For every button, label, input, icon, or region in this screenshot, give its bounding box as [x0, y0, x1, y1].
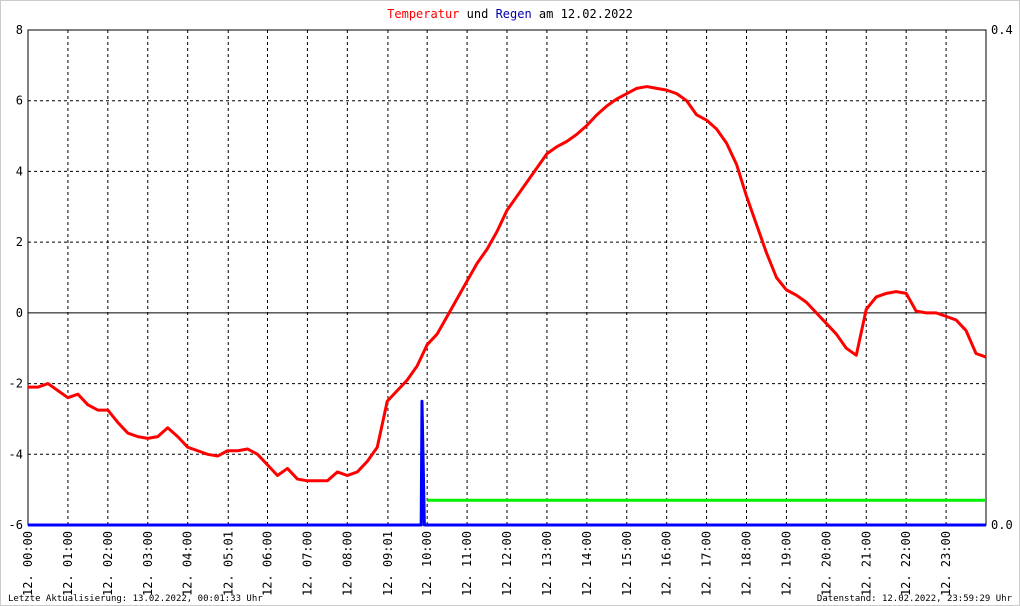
y2-tick-label: 0.0 [991, 518, 1013, 532]
x-tick-label: 12. 09:01 [381, 531, 395, 596]
y2-tick-label: 0.4 [991, 23, 1013, 37]
x-tick-label: 12. 20:00 [819, 531, 833, 596]
x-tick-label: 12. 10:00 [420, 531, 434, 596]
x-tick-label: 12. 07:00 [300, 531, 314, 596]
title-date: am 12.02.2022 [539, 7, 633, 21]
x-tick-label: 12. 11:00 [460, 531, 474, 596]
x-tick-label: 12. 02:00 [101, 531, 115, 596]
x-tick-label: 12. 17:00 [700, 531, 714, 596]
chart-title: Temperatur und Regen am 12.02.2022 [387, 7, 633, 21]
x-tick-label: 12. 23:00 [939, 531, 953, 596]
footer-right: Datenstand: 12.02.2022, 23:59:29 Uhr [817, 594, 1013, 604]
x-tick-label: 12. 22:00 [899, 531, 913, 596]
y-tick-label: -4 [9, 447, 23, 461]
y-tick-label: 4 [16, 164, 23, 178]
title-temp: Temperatur [387, 7, 459, 21]
x-tick-label: 12. 16:00 [660, 531, 674, 596]
y-tick-label: -6 [9, 518, 23, 532]
x-tick-label: 12. 08:00 [340, 531, 354, 596]
x-tick-label: 12. 01:00 [61, 531, 75, 596]
title-rain: Regen [496, 7, 532, 21]
y-tick-label: 6 [16, 94, 23, 108]
y-tick-label: -2 [9, 377, 23, 391]
series-line [28, 85, 987, 483]
x-tick-label: 12. 18:00 [740, 531, 754, 596]
series-line [28, 399, 986, 527]
x-tick-label: 12. 13:00 [540, 531, 554, 596]
y-tick-label: 0 [16, 306, 23, 320]
x-tick-label: 12. 14:00 [580, 531, 594, 596]
x-tick-label: 12. 19:00 [779, 531, 793, 596]
y-tick-label: 2 [16, 235, 23, 249]
x-tick-label: 12. 04:00 [181, 531, 195, 596]
footer-left: Letzte Aktualisierung: 13.02.2022, 00:01… [8, 594, 263, 604]
x-tick-label: 12. 15:00 [620, 531, 634, 596]
x-tick-label: 12. 06:00 [261, 531, 275, 596]
x-tick-label: 12. 03:00 [141, 531, 155, 596]
x-tick-label: 12. 05:01 [221, 531, 235, 596]
y-tick-label: 8 [16, 23, 23, 37]
x-tick-label: 12. 00:00 [21, 531, 35, 596]
x-tick-label: 12. 21:00 [859, 531, 873, 596]
x-tick-label: 12. 12:00 [500, 531, 514, 596]
title-and: und [467, 7, 489, 21]
